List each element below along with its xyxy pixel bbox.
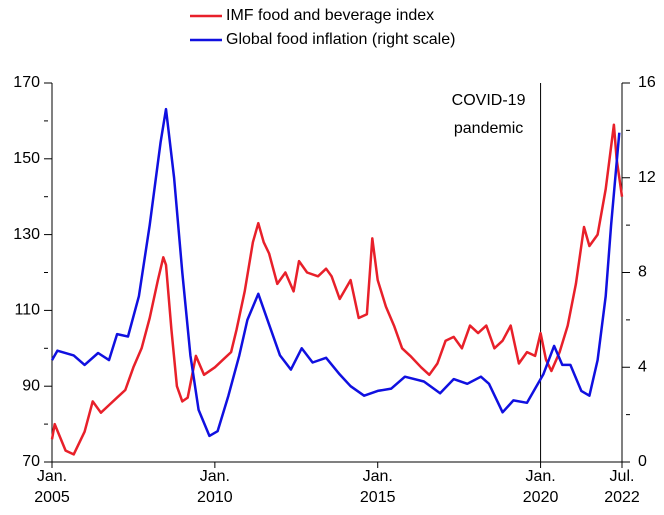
- y2-tick-label: 8: [638, 264, 647, 281]
- y2-tick-label: 0: [638, 453, 647, 470]
- y-tick-label: 170: [13, 74, 40, 91]
- y-tick-label: 90: [22, 377, 40, 394]
- x-tick-label: Jan. 2010: [197, 468, 233, 506]
- legend: IMF food and beverage index Global food i…: [190, 7, 455, 48]
- x-tick-label: Jul. 2022: [604, 468, 640, 506]
- legend-label: IMF food and beverage index: [226, 7, 434, 24]
- x-tick-label: Jan. 2005: [34, 468, 70, 506]
- y-tick-label: 110: [14, 302, 40, 319]
- annotation-text: COVID-19 pandemic: [452, 92, 526, 137]
- y2-tick-label: 12: [638, 169, 656, 186]
- axes: 70 90 110 130 150 170 0 4 8 12 16 Jan. 2005 Jan. 2010 J…: [13, 74, 656, 506]
- y2-tick-label: 16: [638, 74, 656, 91]
- series-line: [50, 107, 621, 438]
- series-line: [50, 123, 624, 456]
- y2-tick-label: 4: [638, 358, 647, 375]
- y-tick-label: 70: [22, 453, 40, 470]
- plot-area: COVID-19 pandemic: [50, 83, 624, 462]
- y-tick-label: 150: [13, 150, 40, 167]
- x-tick-label: Jan. 2020: [523, 468, 559, 506]
- y-tick-label: 130: [13, 226, 40, 243]
- legend-label: Global food inflation (right scale): [226, 31, 455, 48]
- x-tick-label: Jan. 2015: [360, 468, 396, 506]
